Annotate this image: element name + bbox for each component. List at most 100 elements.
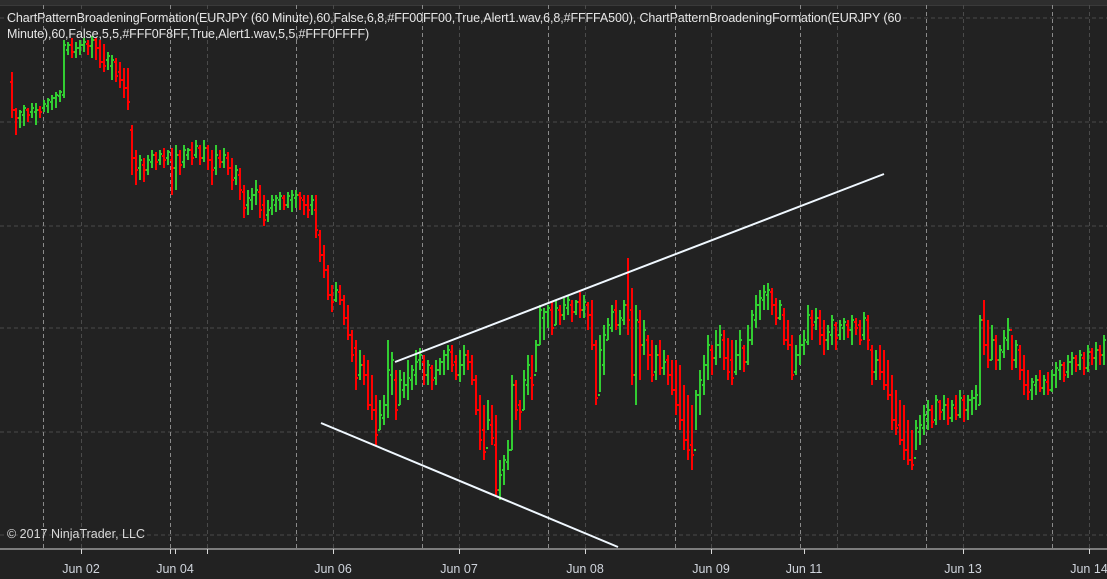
ohlc-bar xyxy=(314,195,318,238)
ohlc-bar xyxy=(54,92,58,108)
ohlc-bar xyxy=(210,150,214,185)
ohlc-bar xyxy=(958,390,962,418)
ohlc-bar xyxy=(278,192,282,210)
ohlc-bar xyxy=(866,315,870,350)
ohlc-bar xyxy=(230,158,234,190)
ohlc-bar xyxy=(618,310,622,335)
ohlc-bar xyxy=(182,145,186,168)
ohlc-bar xyxy=(802,330,806,355)
ohlc-bar xyxy=(154,152,158,170)
ohlc-bar xyxy=(394,370,398,420)
lower-support-line[interactable] xyxy=(320,422,619,548)
ohlc-bar xyxy=(642,320,646,355)
ohlc-bar xyxy=(742,345,746,372)
ohlc-bar xyxy=(998,345,1002,370)
ohlc-bar xyxy=(982,300,986,355)
ohlc-bar xyxy=(78,40,82,55)
ohlc-bar xyxy=(110,55,114,80)
ohlc-bar xyxy=(1070,352,1074,375)
ohlc-bar xyxy=(486,400,490,449)
ohlc-bar xyxy=(734,340,738,375)
ohlc-bar xyxy=(74,42,78,58)
ohlc-bar xyxy=(338,285,342,305)
ohlc-bar xyxy=(438,358,442,375)
ohlc-bar xyxy=(682,385,686,450)
ohlc-bar xyxy=(462,345,466,375)
ohlc-bar xyxy=(1062,362,1066,382)
ohlc-bar xyxy=(994,335,998,370)
ohlc-bar xyxy=(374,395,378,445)
x-axis-label: Jun 04 xyxy=(156,562,194,576)
ohlc-bar xyxy=(710,345,714,375)
ohlc-bar xyxy=(1090,348,1094,365)
x-axis-label: Jun 06 xyxy=(314,562,352,576)
ohlc-bar xyxy=(342,295,346,325)
ohlc-bar xyxy=(834,322,838,350)
ohlc-bar xyxy=(722,330,726,370)
ohlc-bar xyxy=(322,245,326,278)
ohlc-bar xyxy=(350,330,354,362)
ohlc-bar xyxy=(690,405,694,470)
ohlc-bar xyxy=(610,305,614,332)
ohlc-bar xyxy=(570,300,574,322)
ohlc-bar xyxy=(754,295,758,328)
ohlc-bar xyxy=(390,352,394,395)
ohlc-bar xyxy=(318,230,322,262)
ohlc-bar xyxy=(98,40,102,68)
ohlc-bar xyxy=(626,258,630,335)
ohlc-bar xyxy=(226,152,230,175)
ohlc-bar xyxy=(346,305,350,340)
ohlc-bar xyxy=(490,405,494,445)
ohlc-bar xyxy=(310,195,314,215)
ohlc-bar xyxy=(330,285,334,312)
ohlc-bar xyxy=(562,298,566,320)
ohlc-bar xyxy=(442,350,446,375)
copyright-text: © 2017 NinjaTrader, LLC xyxy=(7,527,145,541)
ohlc-bar xyxy=(878,345,882,380)
chart-top-border xyxy=(0,0,1107,6)
ohlc-bar xyxy=(446,345,450,370)
ohlc-bar xyxy=(242,185,246,218)
ohlc-bar xyxy=(130,125,134,175)
ohlc-bar xyxy=(534,340,538,376)
ohlc-bar xyxy=(874,350,878,380)
ohlc-bar xyxy=(1030,378,1034,400)
ohlc-bar xyxy=(922,405,926,435)
ohlc-bar xyxy=(458,350,462,382)
ohlc-bar xyxy=(126,68,130,110)
ohlc-bar xyxy=(762,285,766,310)
ohlc-bar xyxy=(942,395,946,420)
ohlc-bar xyxy=(30,103,34,118)
ohlc-bar xyxy=(594,340,598,405)
ohlc-bar xyxy=(694,390,698,451)
ohlc-bar xyxy=(1058,360,1062,380)
ohlc-bar xyxy=(186,148,190,160)
ohlc-bar xyxy=(614,300,618,330)
ohlc-bar xyxy=(970,390,974,415)
upper-resistance-line[interactable] xyxy=(394,173,885,363)
ohlc-bar xyxy=(586,302,590,330)
ohlc-bar xyxy=(1074,355,1078,372)
ohlc-bar xyxy=(222,148,226,168)
ohlc-bar xyxy=(870,345,874,385)
ohlc-bar xyxy=(630,288,634,385)
ohlc-bar xyxy=(898,400,902,445)
ohlc-bar xyxy=(270,195,274,215)
ohlc-bar xyxy=(1042,375,1046,395)
ohlc-bar xyxy=(678,365,682,430)
ohlc-bar xyxy=(910,430,914,470)
ohlc-bar xyxy=(506,440,510,470)
ohlc-bar xyxy=(142,158,146,182)
ohlc-bar xyxy=(262,195,266,226)
ohlc-bar xyxy=(422,355,426,385)
x-axis-label: Jun 13 xyxy=(944,562,982,576)
ohlc-bar xyxy=(354,340,358,390)
ohlc-bar xyxy=(218,150,222,168)
ohlc-bar xyxy=(634,305,638,405)
ohlc-bar xyxy=(658,340,662,375)
ohlc-bar xyxy=(894,390,898,435)
ohlc-bar xyxy=(546,305,550,328)
ohlc-bar xyxy=(378,400,382,431)
ohlc-bar xyxy=(34,103,38,125)
